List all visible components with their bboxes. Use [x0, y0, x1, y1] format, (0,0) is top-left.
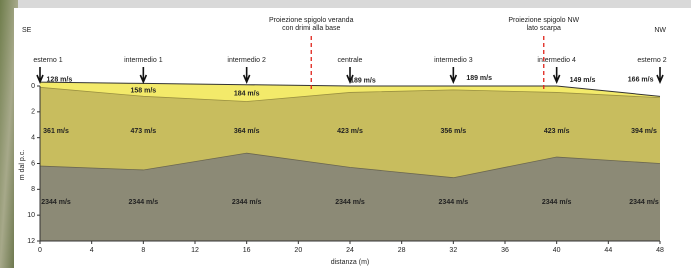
layer1-velocity: 189 m/s	[350, 78, 376, 85]
y-tick-label: 4	[31, 135, 35, 142]
layer3-velocity: 2344 m/s	[129, 199, 159, 206]
x-tick-label: 44	[604, 247, 612, 254]
layer2-velocity: 364 m/s	[234, 128, 260, 135]
layer3-velocity: 2344 m/s	[232, 199, 262, 206]
geophone-label: intermedio 1	[124, 57, 163, 64]
y-tick-label: 0	[31, 83, 35, 90]
x-tick-label: 40	[553, 247, 561, 254]
layer3-velocity: 2344 m/s	[41, 199, 71, 206]
layer1-velocity: 128 m/s	[47, 76, 73, 83]
geophone-label: intermedio 2	[227, 57, 266, 64]
x-tick-label: 32	[449, 247, 457, 254]
geophone-label: esterno 2	[637, 57, 666, 64]
x-tick-label: 12	[191, 247, 199, 254]
layer2-velocity: 361 m/s	[43, 128, 69, 135]
x-tick-label: 16	[243, 247, 251, 254]
x-tick-label: 20	[294, 247, 302, 254]
layer2-velocity: 423 m/s	[337, 128, 363, 135]
y-tick-label: 6	[31, 160, 35, 167]
geophone-label: centrale	[338, 57, 363, 64]
layer3-velocity: 2344 m/s	[629, 199, 659, 206]
layer2-velocity: 356 m/s	[440, 128, 466, 135]
marker-label: lato scarpa	[527, 25, 561, 32]
layer1-velocity: 158 m/s	[130, 87, 156, 94]
layer3-velocity: 2344 m/s	[542, 199, 572, 206]
layer2-velocity: 473 m/s	[130, 128, 156, 135]
x-tick-label: 24	[346, 247, 354, 254]
layer1-velocity: 184 m/s	[234, 91, 260, 98]
marker-label: Proiezione spigolo veranda	[269, 17, 354, 24]
layer1-velocity: 149 m/s	[570, 77, 596, 84]
layer2-velocity: 423 m/s	[544, 128, 570, 135]
marker-label: con drimi alla base	[282, 25, 340, 32]
x-tick-label: 4	[90, 247, 94, 254]
x-tick-label: 36	[501, 247, 509, 254]
page: SE NW distanza (m) m dal p.c. 0481216202…	[0, 0, 691, 268]
layer3-velocity: 2344 m/s	[439, 199, 469, 206]
right-label: NW	[654, 27, 666, 34]
x-tick-label: 8	[141, 247, 145, 254]
layer1-velocity: 189 m/s	[466, 75, 492, 82]
x-axis-label: distanza (m)	[331, 259, 370, 266]
geophone-label: intermedio 3	[434, 57, 473, 64]
x-tick-label: 0	[38, 247, 42, 254]
x-tick-label: 28	[398, 247, 406, 254]
y-tick-label: 2	[31, 109, 35, 116]
layer3-velocity: 2344 m/s	[335, 199, 365, 206]
marker-label: Proiezione spigolo NW	[508, 17, 579, 24]
layer1-velocity: 166 m/s	[628, 76, 654, 83]
y-tick-label: 12	[27, 238, 35, 245]
chart: SE NW distanza (m) m dal p.c. 0481216202…	[0, 0, 691, 268]
y-tick-label: 8	[31, 186, 35, 193]
y-axis-label: m dal p.c.	[19, 150, 26, 180]
layer2-velocity: 394 m/s	[631, 128, 657, 135]
left-label: SE	[22, 27, 32, 34]
geophone-label: esterno 1	[33, 57, 62, 64]
y-tick-label: 10	[27, 212, 35, 219]
x-tick-label: 48	[656, 247, 664, 254]
